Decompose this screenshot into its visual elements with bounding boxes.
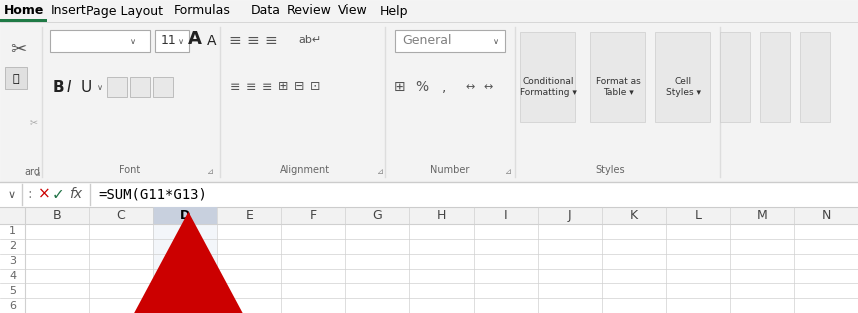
Text: ≡: ≡ xyxy=(246,33,259,48)
Text: ≡: ≡ xyxy=(230,80,240,94)
Text: 4: 4 xyxy=(9,271,16,281)
Text: K: K xyxy=(630,209,637,222)
Text: Alignment: Alignment xyxy=(280,165,330,175)
Text: ✂: ✂ xyxy=(30,117,38,127)
Text: ≡: ≡ xyxy=(262,80,272,94)
Text: ✂: ✂ xyxy=(10,40,27,59)
Text: ⊿: ⊿ xyxy=(207,167,214,177)
Bar xyxy=(50,30,150,52)
Text: J: J xyxy=(568,209,571,222)
Bar xyxy=(0,0,858,22)
Text: 3: 3 xyxy=(9,256,16,266)
Text: C: C xyxy=(117,209,125,222)
Text: A: A xyxy=(208,34,217,48)
Text: Help: Help xyxy=(380,4,408,18)
Text: G: G xyxy=(372,209,383,222)
Bar xyxy=(590,32,645,122)
Text: 6: 6 xyxy=(9,300,16,310)
Text: 2: 2 xyxy=(9,241,16,251)
Text: H: H xyxy=(437,209,446,222)
Text: I: I xyxy=(504,209,507,222)
Bar xyxy=(0,19,47,22)
Bar xyxy=(800,32,830,122)
Text: ×: × xyxy=(38,187,51,202)
Text: Review: Review xyxy=(287,4,332,18)
Text: ⊿: ⊿ xyxy=(505,167,511,177)
Text: ard: ard xyxy=(24,167,40,177)
Text: B: B xyxy=(52,209,62,222)
Bar xyxy=(0,22,858,182)
Text: F: F xyxy=(310,209,317,222)
Text: 1: 1 xyxy=(9,226,16,236)
Bar xyxy=(5,67,27,89)
Bar xyxy=(720,32,750,122)
Text: L: L xyxy=(694,209,701,222)
Text: Insert: Insert xyxy=(51,4,87,18)
Text: I: I xyxy=(67,80,71,95)
Text: A: A xyxy=(188,30,202,48)
Text: Number: Number xyxy=(431,165,469,175)
Text: ab↵: ab↵ xyxy=(299,35,322,45)
Text: ≡: ≡ xyxy=(264,33,277,48)
Text: ∨: ∨ xyxy=(493,37,499,45)
Text: ⊡: ⊡ xyxy=(310,80,320,94)
Text: fx: fx xyxy=(69,187,82,202)
Bar xyxy=(0,182,858,207)
Text: ∨: ∨ xyxy=(130,37,136,45)
Text: Data: Data xyxy=(251,4,281,18)
Text: Styles: Styles xyxy=(595,165,625,175)
Bar xyxy=(107,77,127,97)
Bar xyxy=(760,32,790,122)
Bar xyxy=(130,77,150,97)
Text: ↔: ↔ xyxy=(465,82,474,92)
Text: 5: 5 xyxy=(9,286,16,296)
Bar xyxy=(655,32,710,122)
Text: U: U xyxy=(81,80,93,95)
Text: ✓: ✓ xyxy=(51,187,64,202)
Text: ⊿: ⊿ xyxy=(34,171,40,177)
Text: Formulas: Formulas xyxy=(174,4,231,18)
Text: ⊞: ⊞ xyxy=(278,80,288,94)
Text: 11: 11 xyxy=(161,34,177,48)
Text: Conditional
Formatting ▾: Conditional Formatting ▾ xyxy=(520,77,577,97)
Text: ⊿: ⊿ xyxy=(377,167,384,177)
Text: D: D xyxy=(180,209,190,222)
Text: ↔: ↔ xyxy=(483,82,492,92)
Text: ≡: ≡ xyxy=(228,33,241,48)
Text: ∨: ∨ xyxy=(97,83,103,91)
Bar xyxy=(154,224,217,313)
Text: View: View xyxy=(338,4,368,18)
Text: ,: , xyxy=(442,80,446,94)
Text: B: B xyxy=(53,80,64,95)
Bar xyxy=(153,77,173,97)
Text: %: % xyxy=(415,80,428,94)
Bar xyxy=(0,224,858,313)
Text: Format as
Table ▾: Format as Table ▾ xyxy=(595,77,640,97)
Bar xyxy=(0,207,858,224)
Text: ≡: ≡ xyxy=(245,80,257,94)
Text: 📋: 📋 xyxy=(13,74,20,84)
Text: N: N xyxy=(821,209,831,222)
Text: Cell
Styles ▾: Cell Styles ▾ xyxy=(666,77,700,97)
Text: ∨: ∨ xyxy=(8,189,16,199)
Text: E: E xyxy=(245,209,253,222)
Text: Page Layout: Page Layout xyxy=(87,4,164,18)
Bar xyxy=(154,207,217,224)
Text: General: General xyxy=(402,34,451,48)
Bar xyxy=(395,30,505,52)
Text: :: : xyxy=(27,187,33,202)
Text: Home: Home xyxy=(3,4,45,18)
Text: ⊟: ⊟ xyxy=(293,80,305,94)
Text: =SUM(G11*G13): =SUM(G11*G13) xyxy=(98,187,207,202)
Bar xyxy=(155,30,189,52)
Text: M: M xyxy=(757,209,767,222)
Text: ⊞: ⊞ xyxy=(394,80,406,94)
Bar xyxy=(520,32,575,122)
Text: ∨: ∨ xyxy=(178,37,184,45)
Text: Font: Font xyxy=(119,165,141,175)
